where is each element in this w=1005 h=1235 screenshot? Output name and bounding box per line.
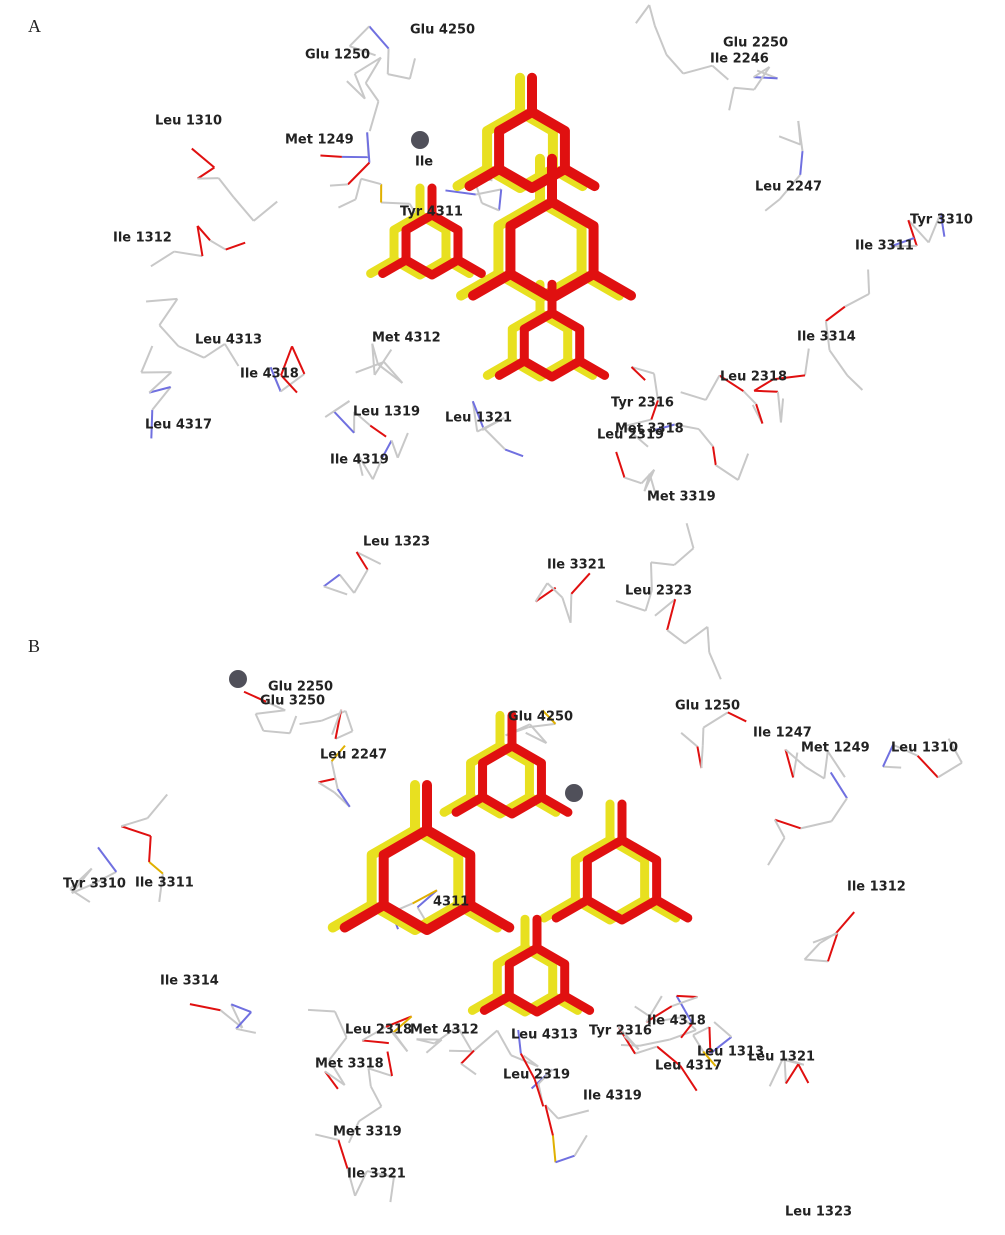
figure: A B Glu 4250Glu 1250Glu 2250Ile 2246Leu … [0, 0, 1005, 1235]
residue-label: Ile 1312 [113, 231, 172, 246]
bond [330, 184, 348, 185]
residue-label: Met 4312 [410, 1023, 479, 1038]
residue-label: Met 3319 [333, 1125, 402, 1140]
residue-label: Ile 3314 [797, 330, 856, 345]
residue-label: Glu 1250 [675, 699, 740, 714]
residue-label: Ile 1247 [753, 726, 812, 741]
residue-label: Glu 2250 [268, 680, 333, 695]
residue-label: Ile 4318 [240, 367, 299, 382]
residue-label: Leu 1319 [353, 405, 420, 420]
bond [677, 996, 698, 997]
residue-label: Ile 4319 [330, 453, 389, 468]
residue-label: Glu 3250 [260, 694, 325, 709]
residue-label: Leu 2247 [320, 748, 387, 763]
ion-sphere [565, 784, 583, 802]
bond [868, 269, 869, 293]
residue-label: Met 4312 [372, 331, 441, 346]
residue-label: Tyr 2316 [611, 396, 674, 411]
bond [320, 156, 341, 157]
residue-label: Leu 1310 [155, 114, 222, 129]
residue-label: Ile 3321 [347, 1167, 406, 1182]
panel-label: A [28, 16, 41, 36]
residue-label: Leu 1310 [891, 741, 958, 756]
residue-label: Ile 2246 [710, 52, 769, 67]
residue-label: Tyr 3310 [63, 877, 126, 892]
residue-label: Leu 2318 [720, 370, 787, 385]
residue-label: Ile 4318 [647, 1014, 706, 1029]
residue-label: Met 3319 [647, 490, 716, 505]
residue-label: Leu 1323 [363, 535, 430, 550]
residue-label: Tyr 2316 [589, 1024, 652, 1039]
residue-label: Ile 3311 [855, 239, 914, 254]
residue-label: Leu 4313 [195, 333, 262, 348]
residue-label: Leu 2319 [503, 1068, 570, 1083]
bond [198, 178, 219, 179]
residue-label: Ile 3321 [547, 558, 606, 573]
ion-sphere [411, 131, 429, 149]
bond [754, 391, 778, 392]
residue-label: Tyr 4311 [400, 205, 463, 220]
residue-label: Glu 4250 [410, 23, 475, 38]
residue-label: Leu 2323 [625, 584, 692, 599]
residue-label: Ile [415, 155, 433, 170]
residue-label: Met 3318 [315, 1057, 384, 1072]
background [0, 0, 1005, 1235]
residue-label: Met 1249 [285, 133, 354, 148]
residue-label: Ile 1312 [847, 880, 906, 895]
bond [754, 77, 778, 78]
residue-label: Met 1249 [801, 741, 870, 756]
residue-label: 4311 [433, 895, 469, 910]
residue-label: Glu 4250 [508, 710, 573, 725]
residue-label: Ile 4319 [583, 1089, 642, 1104]
bond [703, 728, 704, 746]
bond [571, 594, 572, 623]
residue-label: Leu 2319 [597, 428, 664, 443]
residue-label: Leu 1323 [785, 1205, 852, 1220]
residue-label: Leu 2318 [345, 1023, 412, 1038]
residue-label: Leu 1321 [445, 411, 512, 426]
residue-label: Tyr 3310 [910, 213, 973, 228]
residue-label: Glu 1250 [305, 48, 370, 63]
bond [388, 49, 389, 75]
residue-label: Leu 4313 [511, 1028, 578, 1043]
panel-label: B [28, 636, 40, 656]
residue-label: Leu 2247 [755, 180, 822, 195]
residue-label: Ile 3314 [160, 974, 219, 989]
residue-label: Ile 3311 [135, 876, 194, 891]
ion-sphere [229, 670, 247, 688]
bond [883, 767, 901, 768]
residue-label: Leu 1321 [748, 1050, 815, 1065]
residue-label: Leu 4317 [655, 1059, 722, 1074]
residue-label: Leu 4317 [145, 418, 212, 433]
residue-label: Glu 2250 [723, 36, 788, 51]
